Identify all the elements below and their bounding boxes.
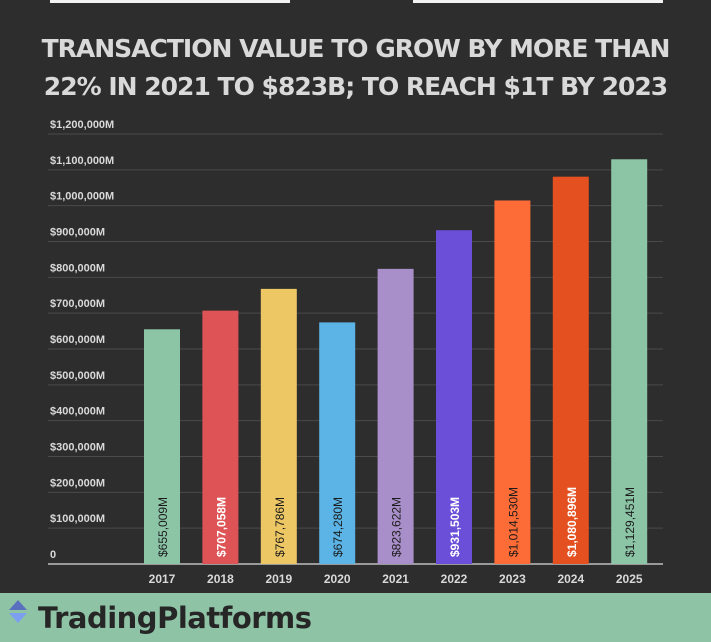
y-tick-label: $800,000M: [50, 262, 105, 274]
bar-chart: 0 $100,000M $200,000M $300,000M $400,000M $50…: [48, 119, 663, 586]
data-label: $1,014,530M: [506, 487, 520, 557]
x-tick-label: 2021: [382, 572, 409, 586]
bar-2019: [260, 288, 297, 564]
y-tick-label: $1,100,000M: [50, 155, 114, 167]
y-tick-label: $400,000M: [50, 406, 105, 418]
data-label: $931,503M: [448, 497, 462, 557]
top-divider-left: [50, 0, 290, 3]
x-tick-label: 2024: [557, 572, 584, 586]
y-tick-label: $1,000,000M: [50, 191, 114, 203]
y-tick-label: $500,000M: [50, 370, 105, 382]
brand-name: TradingPlatforms: [38, 601, 312, 635]
y-tick-label: $600,000M: [50, 334, 105, 346]
x-tick-label: 2018: [207, 572, 234, 586]
data-label: $674,280M: [331, 497, 345, 557]
bar-2024: [552, 176, 589, 564]
y-tick-label: $700,000M: [50, 298, 105, 310]
bar-2021: [377, 268, 414, 564]
data-label: $655,009M: [156, 497, 170, 557]
title-line-1: TRANSACTION VALUE TO GROW BY MORE THAN: [41, 34, 671, 63]
x-tick-label: 2023: [499, 572, 526, 586]
footer: TradingPlatforms: [0, 593, 711, 642]
data-label: $767,786M: [273, 497, 287, 557]
bar-2022: [436, 230, 472, 564]
y-tick-label: $200,000M: [50, 477, 105, 489]
bar-2017: [144, 329, 180, 564]
top-divider-right: [413, 0, 663, 3]
x-tick-label: 2017: [149, 572, 176, 586]
bar-2025: [611, 159, 648, 564]
y-tick-label: $1,200,000M: [50, 119, 114, 131]
x-tick-label: 2025: [616, 572, 643, 586]
data-label: $1,080,896M: [565, 487, 579, 557]
bar-2020: [319, 322, 356, 564]
y-tick-label: $300,000M: [50, 442, 105, 454]
x-tick-label: 2022: [441, 572, 468, 586]
data-label: $1,129,451M: [623, 487, 637, 557]
y-tick-label: $100,000M: [50, 513, 105, 525]
title-line-2: 22% IN 2021 TO $823B; TO REACH $1T BY 20…: [43, 72, 668, 101]
data-label: $823,622M: [390, 497, 404, 557]
x-tick-label: 2019: [265, 572, 292, 586]
y-tick-label: $900,000M: [50, 227, 105, 239]
bar-2018: [202, 310, 239, 564]
logo-arrows-icon: [9, 600, 27, 623]
chart-title: TRANSACTION VALUE TO GROW BY MORE THAN 22…: [0, 30, 711, 106]
bar-2023: [494, 200, 531, 564]
y-tick-label: 0: [50, 549, 56, 561]
x-tick-label: 2020: [324, 572, 351, 586]
data-label: $707,058M: [214, 497, 228, 557]
